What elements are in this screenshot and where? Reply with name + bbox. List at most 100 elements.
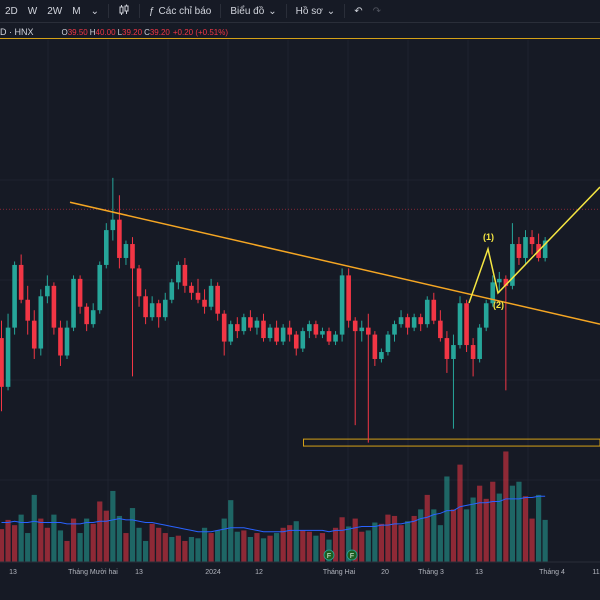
volume-bar bbox=[247, 537, 253, 562]
toolbar-divider bbox=[138, 4, 140, 18]
candle-body bbox=[359, 327, 365, 332]
candle-body bbox=[228, 324, 234, 342]
candle-body bbox=[483, 303, 489, 328]
candle-body bbox=[464, 303, 469, 346]
volume-bar bbox=[418, 509, 424, 562]
candle-body bbox=[143, 296, 148, 318]
volume-bar bbox=[169, 537, 175, 562]
candle-body bbox=[84, 306, 89, 325]
candle-body bbox=[25, 299, 30, 321]
wave-pattern-line bbox=[468, 186, 600, 304]
candle-body bbox=[529, 237, 535, 245]
candle-body bbox=[398, 317, 404, 325]
high-label: H bbox=[89, 27, 96, 37]
open-value: 39.50 bbox=[67, 27, 88, 37]
volume-bar bbox=[496, 493, 502, 562]
candle-body bbox=[215, 285, 220, 314]
volume-bar bbox=[149, 523, 155, 562]
candle-body bbox=[438, 320, 443, 339]
volume-bar bbox=[57, 530, 64, 562]
timeframe-2d-button[interactable]: 2D bbox=[5, 5, 18, 17]
candle-body bbox=[235, 324, 240, 332]
volume-bar bbox=[234, 531, 240, 562]
volume-bar bbox=[44, 527, 50, 562]
candle-body bbox=[241, 317, 247, 332]
profile-menu-button[interactable]: Hồ sơ ⌄ bbox=[291, 6, 341, 17]
volume-bar bbox=[18, 514, 24, 562]
open-label: O bbox=[61, 27, 68, 37]
candlestick-type-icon[interactable] bbox=[113, 4, 135, 19]
time-axis-tick-label: 11 bbox=[592, 569, 599, 576]
candle-body bbox=[510, 244, 515, 286]
volume-bar bbox=[287, 525, 293, 562]
volume-bar bbox=[457, 464, 463, 562]
volume-bar bbox=[306, 531, 312, 562]
candle-body bbox=[451, 345, 456, 359]
volume-bar bbox=[313, 535, 319, 562]
time-axis-tick-label: Tháng Mười hai bbox=[68, 569, 118, 576]
volume-bar bbox=[398, 525, 404, 562]
time-axis-tick-label: 13 bbox=[475, 569, 483, 576]
candle-body bbox=[117, 219, 122, 258]
candle-body bbox=[280, 327, 286, 342]
earnings-marker bbox=[346, 549, 358, 561]
chevron-down-icon: ⌄ bbox=[268, 5, 277, 17]
close-value: 39.20 bbox=[149, 27, 170, 37]
candle-body bbox=[18, 264, 24, 300]
candle-body bbox=[503, 278, 509, 286]
volume-bar bbox=[503, 451, 509, 562]
volume-bar bbox=[483, 498, 489, 562]
candle-body bbox=[51, 285, 57, 328]
volume-bar bbox=[51, 514, 57, 562]
candle-body bbox=[320, 331, 325, 335]
candle-body bbox=[45, 285, 50, 297]
toolbar-divider bbox=[220, 4, 222, 18]
volume-bar bbox=[5, 519, 11, 562]
candle-body bbox=[293, 334, 299, 349]
candle-body bbox=[477, 327, 482, 359]
symbol-label[interactable]: D · HNX bbox=[0, 27, 34, 37]
timeframe-m-button[interactable]: M bbox=[72, 5, 81, 17]
candle-body bbox=[392, 324, 397, 335]
timeframe-dropdown-icon[interactable]: ⌄ bbox=[90, 5, 99, 17]
chart-menu-button[interactable]: Biểu đồ ⌄ bbox=[225, 6, 281, 17]
volume-bar bbox=[372, 522, 378, 562]
volume-bar bbox=[175, 535, 181, 562]
volume-bar bbox=[215, 530, 221, 562]
candle-body bbox=[274, 327, 279, 342]
timeframe-w-button[interactable]: W bbox=[27, 5, 38, 17]
volume-bar bbox=[411, 515, 417, 562]
time-axis-tick-label: Tháng Hai bbox=[323, 569, 356, 576]
time-axis-tick-label: 13 bbox=[135, 569, 143, 576]
volume-bar bbox=[437, 525, 443, 562]
candle-body bbox=[339, 275, 345, 335]
timeframe-2w-button[interactable]: 2W bbox=[47, 5, 63, 17]
earnings-marker bbox=[323, 549, 335, 561]
toolbar-divider bbox=[107, 4, 109, 18]
volume-bar bbox=[542, 519, 548, 562]
volume-bar bbox=[346, 526, 352, 562]
volume-bar bbox=[450, 509, 457, 562]
volume-bar bbox=[470, 497, 476, 562]
volume-bar bbox=[12, 525, 18, 562]
wave-label-2: (2) bbox=[493, 300, 504, 310]
candle-body bbox=[149, 303, 155, 318]
volume-bar bbox=[431, 509, 437, 562]
candle-body bbox=[372, 334, 378, 359]
volume-bar bbox=[38, 518, 44, 562]
high-value: 40.00 bbox=[95, 27, 116, 37]
volume-bar bbox=[123, 533, 129, 562]
ohlc-legend: D · HNX O 39.50 H 40.00 L 39.20 C 39.20 +0.2… bbox=[0, 26, 228, 38]
candle-body bbox=[254, 320, 260, 328]
redo-icon[interactable]: ↷ bbox=[372, 5, 381, 17]
volume-bar bbox=[267, 535, 273, 562]
candle-body bbox=[31, 320, 37, 349]
candle-body bbox=[490, 282, 496, 304]
volume-bar bbox=[84, 518, 90, 562]
undo-icon[interactable]: ↶ bbox=[354, 5, 363, 17]
volume-bar bbox=[182, 540, 188, 562]
indicators-button[interactable]: ƒ Các chỉ báo bbox=[144, 6, 216, 17]
candle-body bbox=[221, 313, 227, 342]
candle-body bbox=[136, 268, 142, 297]
